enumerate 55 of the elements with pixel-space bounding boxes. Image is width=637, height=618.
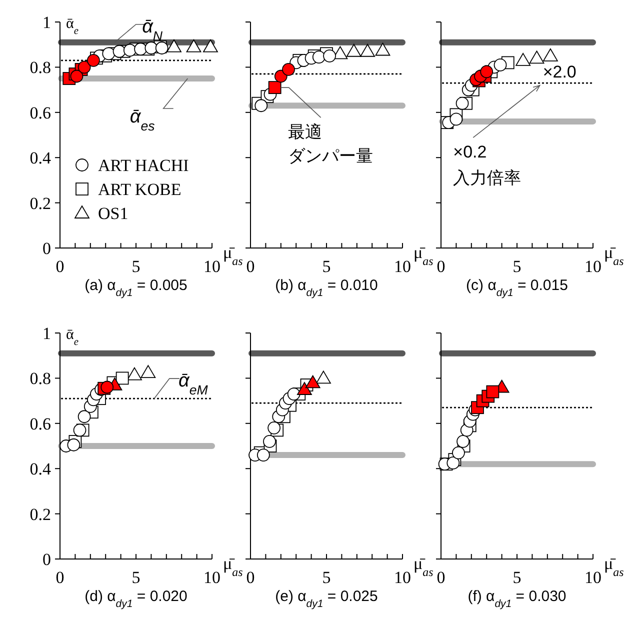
y-tick-label: 0.8 [30, 369, 51, 388]
y-tick-label: 0 [42, 550, 51, 569]
annotation: 入力倍率 [453, 168, 522, 188]
x-tick-label: 10 [204, 568, 220, 587]
x-tick-label: 5 [132, 257, 140, 276]
annotation: ×0.2 [453, 142, 487, 162]
y-tick-label: 0.2 [30, 194, 51, 213]
ref-line-label: ᾱ$_{eM}$ [178, 370, 209, 398]
text: (f) α$_{dy1}$ = 0.030 [468, 588, 566, 610]
annotation: ダンパー量 [288, 146, 373, 166]
x-tick-label: 10 [584, 568, 602, 587]
x-tick-label: 10 [394, 568, 411, 587]
y-tick-label: 0 [42, 239, 51, 258]
text: (d) α$_{dy1}$ = 0.020 [84, 588, 188, 610]
x-tick-label: 0 [246, 568, 255, 587]
x-tick-label: 0 [436, 257, 446, 276]
y-tick-label: 0.6 [30, 103, 51, 122]
x-tick-label: 0 [246, 257, 255, 276]
text: (b) α$_{dy1}$ = 0.010 [275, 277, 378, 299]
legend-label: ART KOBE [98, 180, 182, 199]
x-tick-label: 0 [56, 257, 64, 276]
x-tick-label: 0 [56, 568, 64, 587]
annotation: ×2.0 [542, 62, 576, 82]
x-tick-label: 0 [436, 568, 446, 587]
y-tick-label: 1 [42, 13, 51, 32]
x-tick-label: 5 [322, 257, 331, 276]
y-tick-label: 0.4 [30, 148, 52, 168]
y-tick-label: 0.8 [30, 58, 51, 78]
y-axis-title: ᾱ$_{e}$ [66, 327, 79, 348]
x-tick-label: 10 [584, 257, 602, 276]
x-tick-label: 10 [394, 257, 411, 276]
annotation: 最適 [288, 122, 322, 142]
x-axis-title: μ̄$_{as}$ [604, 554, 624, 579]
text: (e) α$_{dy1}$ = 0.025 [275, 588, 378, 610]
text: (a) α$_{dy1}$ = 0.005 [84, 277, 188, 299]
x-tick-label: 5 [512, 257, 522, 276]
x-tick-label: 10 [204, 257, 220, 276]
x-axis-title: μ̄$_{as}$ [223, 554, 244, 579]
x-axis-title: μ̄$_{as}$ [414, 554, 434, 579]
x-axis-title: μ̄$_{as}$ [223, 243, 244, 268]
x-tick-label: 5 [512, 568, 522, 587]
x-tick-label: 5 [322, 568, 331, 587]
y-tick-label: 0.2 [30, 504, 51, 524]
legend-label: OS1 [98, 204, 128, 223]
x-axis-title: μ̄$_{as}$ [604, 243, 624, 268]
ref-line-label: ᾱ$_{N}$ [142, 16, 163, 43]
legend-label: ART HACHI [98, 156, 190, 175]
text: (c) α$_{dy1}$ = 0.015 [466, 277, 568, 299]
x-axis-title: μ̄$_{as}$ [414, 243, 434, 268]
y-axis-title: ᾱ$_{e}$ [66, 16, 79, 36]
y-tick-label: 1 [42, 324, 51, 343]
x-tick-label: 5 [132, 568, 140, 587]
y-tick-label: 0.4 [30, 460, 52, 479]
ref-line-label: ᾱ$_{es}$ [130, 106, 156, 133]
y-tick-label: 0.6 [30, 414, 51, 434]
